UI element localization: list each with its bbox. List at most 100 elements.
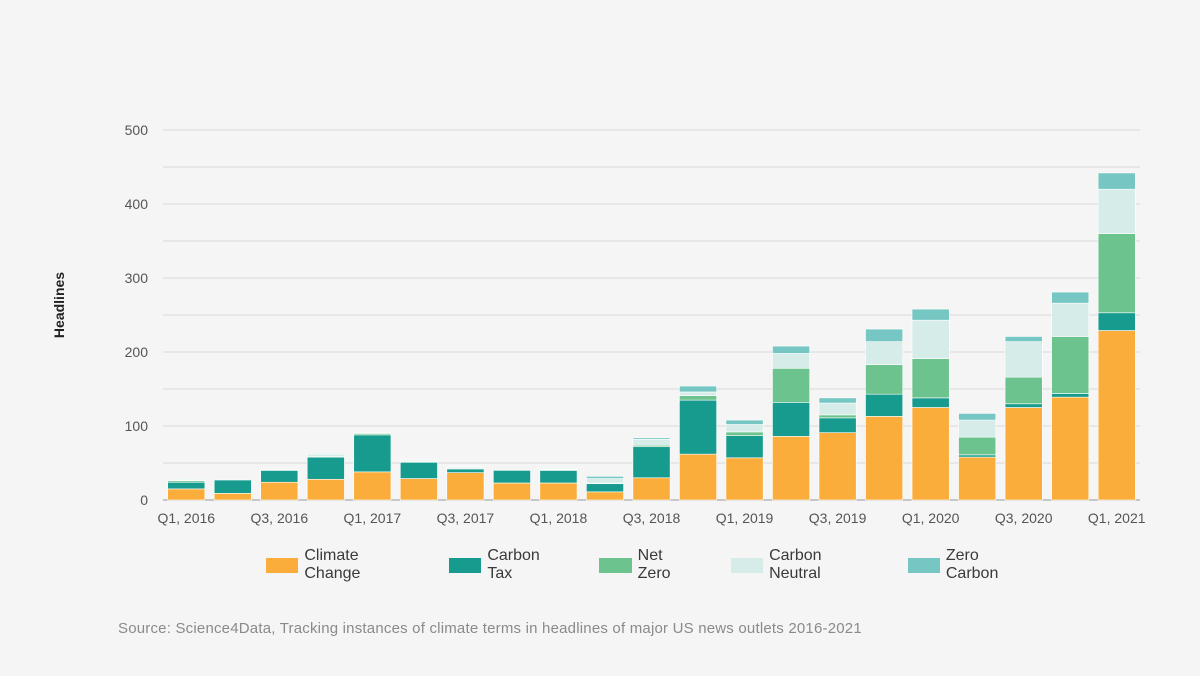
bar-carbon-tax — [911, 397, 950, 408]
bar-climate-change — [1051, 396, 1090, 501]
legend-item-climate-change[interactable]: Climate Change — [266, 547, 417, 583]
bar-climate-change — [306, 478, 345, 501]
bar-climate-change — [772, 436, 810, 501]
bar-carbon-tax — [167, 481, 206, 490]
legend-item-net-zero[interactable]: Net Zero — [599, 547, 698, 583]
x-tick-label: Q1, 2016 — [157, 510, 215, 526]
legend-label: Carbon Neutral — [769, 547, 822, 582]
x-tick-label: Q1, 2020 — [902, 510, 960, 526]
bar-net-zero — [1051, 336, 1090, 394]
legend-swatch — [448, 557, 482, 573]
legend-swatch — [266, 557, 299, 573]
source-note: Source: Science4Data, Tracking instances… — [118, 620, 862, 637]
bar-carbon-neutral — [632, 439, 671, 446]
bar-zero-carbon — [818, 397, 857, 404]
bar-zero-carbon — [1097, 172, 1136, 190]
bar-carbon-tax — [493, 470, 531, 484]
x-tick-label: Q1, 2021 — [1088, 510, 1146, 526]
axis-layer: 0 100 200 300 400 500 Headlines Q1, 2016 Q3, 201… — [51, 122, 1146, 526]
legend-swatch — [907, 557, 940, 573]
bar-climate-change — [539, 482, 578, 501]
bar-net-zero — [679, 395, 717, 401]
bar-carbon-tax — [306, 456, 345, 480]
bar-climate-change — [632, 477, 671, 501]
bar-carbon-neutral — [818, 402, 857, 416]
x-tick-label: Q1, 2019 — [716, 510, 774, 526]
y-tick-label: 400 — [125, 196, 149, 212]
bars-layer — [167, 172, 1136, 501]
x-tick-label: Q3, 2016 — [251, 510, 309, 526]
bar-carbon-tax — [632, 446, 671, 479]
bar-carbon-tax — [865, 393, 904, 417]
bar-carbon-tax — [353, 434, 392, 473]
bar-climate-change — [911, 407, 950, 501]
bar-climate-change — [586, 491, 624, 501]
bar-zero-carbon — [725, 419, 764, 425]
bar-carbon-neutral — [586, 478, 624, 484]
bar-carbon-tax — [586, 483, 624, 493]
x-tick-label: Q1, 2018 — [530, 510, 588, 526]
bar-net-zero — [818, 414, 857, 419]
bar-zero-carbon — [167, 478, 206, 481]
bar-zero-carbon — [772, 345, 810, 354]
bar-zero-carbon — [958, 413, 997, 421]
bar-zero-carbon — [632, 437, 671, 440]
y-tick-label: 100 — [125, 418, 149, 434]
bar-carbon-neutral — [1097, 188, 1136, 234]
bar-net-zero — [1097, 233, 1136, 314]
bar-zero-carbon — [586, 476, 624, 479]
bar-zero-carbon — [446, 466, 485, 468]
bar-carbon-neutral — [1051, 302, 1090, 337]
bar-climate-change — [353, 471, 392, 501]
legend-label: Climate Change — [304, 547, 361, 582]
legend-swatch — [730, 557, 764, 573]
bar-carbon-tax — [539, 470, 578, 484]
bar-climate-change — [493, 482, 531, 501]
bar-carbon-tax — [1004, 403, 1043, 408]
bar-carbon-tax — [1097, 312, 1136, 331]
y-tick-label: 200 — [125, 344, 149, 360]
bar-zero-carbon — [306, 453, 345, 455]
bar-climate-change — [818, 432, 857, 501]
bar-climate-change — [213, 493, 252, 501]
bar-climate-change — [725, 457, 764, 501]
bar-zero-carbon — [539, 467, 578, 470]
bar-climate-change — [446, 472, 485, 501]
bar-net-zero — [958, 436, 997, 456]
bar-carbon-neutral — [865, 341, 904, 365]
bar-climate-change — [865, 416, 904, 501]
bar-climate-change — [1004, 407, 1043, 501]
bar-climate-change — [1097, 330, 1136, 501]
legend: Climate Change Carbon Tax Net Zero Carbo… — [266, 547, 1066, 582]
x-tick-label: Q3, 2017 — [437, 510, 495, 526]
x-tick-label: Q3, 2018 — [623, 510, 681, 526]
bar-climate-change — [399, 478, 438, 501]
legend-item-zero-carbon[interactable]: Zero Carbon — [907, 547, 1034, 583]
legend-label: Net Zero — [637, 547, 671, 582]
bar-carbon-tax — [772, 402, 810, 437]
y-tick-label: 300 — [125, 270, 149, 286]
y-tick-label: 0 — [140, 492, 148, 508]
bar-zero-carbon — [911, 308, 950, 321]
bar-zero-carbon — [679, 385, 717, 393]
bar-carbon-tax — [446, 468, 485, 473]
bar-net-zero — [1004, 376, 1043, 405]
x-tick-label: Q3, 2019 — [809, 510, 867, 526]
legend-item-carbon-neutral[interactable]: Carbon Neutral — [730, 547, 876, 583]
bar-carbon-neutral — [958, 419, 997, 438]
bar-net-zero — [725, 431, 764, 436]
bar-carbon-neutral — [725, 424, 764, 433]
bar-carbon-tax — [399, 461, 438, 479]
y-tick-label: 500 — [125, 122, 149, 138]
bar-carbon-neutral — [1004, 341, 1043, 378]
bar-carbon-tax — [725, 435, 764, 459]
bar-carbon-neutral — [679, 391, 717, 396]
legend-item-carbon-tax[interactable]: Carbon Tax — [448, 547, 567, 583]
y-axis-label: Headlines — [51, 272, 67, 338]
bar-carbon-tax — [260, 470, 299, 483]
bar-zero-carbon — [1004, 336, 1043, 342]
bar-carbon-tax — [818, 417, 857, 433]
bar-zero-carbon — [399, 459, 438, 462]
